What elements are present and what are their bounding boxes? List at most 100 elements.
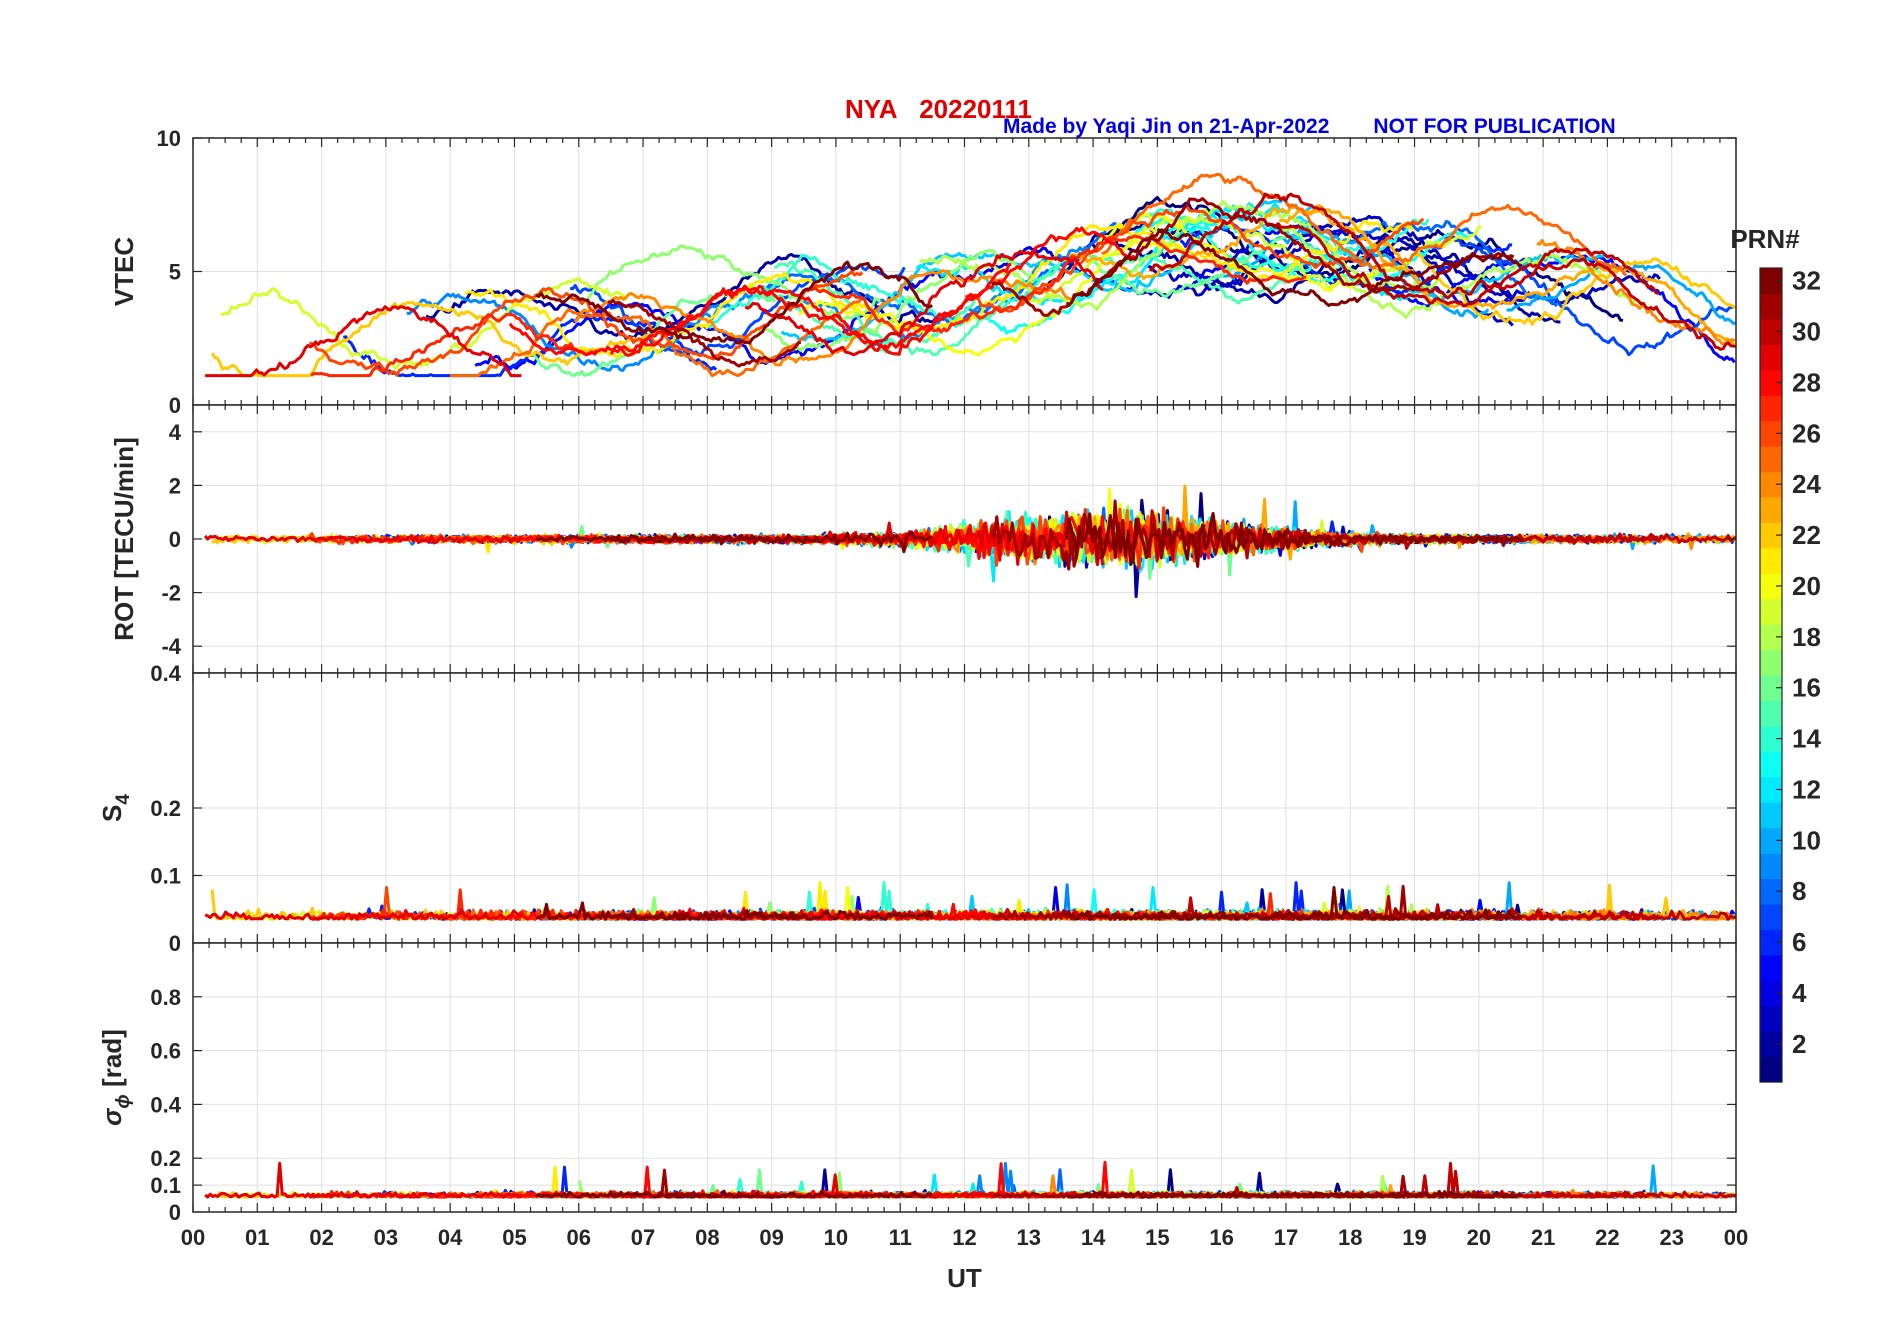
x-tick-label: 02 bbox=[309, 1225, 333, 1250]
colorbar-tick-label: 24 bbox=[1792, 469, 1821, 499]
y-tick-label: -2 bbox=[161, 581, 181, 606]
series-line-prn-31 bbox=[607, 298, 802, 368]
x-tick-label: 07 bbox=[631, 1225, 655, 1250]
colorbar-segment bbox=[1760, 980, 1782, 1007]
colorbar-tick-label: 6 bbox=[1792, 927, 1806, 957]
series-line-prn-32 bbox=[535, 1189, 933, 1199]
series-group bbox=[203, 484, 1736, 599]
colorbar-title: PRN# bbox=[1730, 224, 1800, 254]
y-tick-label: 10 bbox=[157, 126, 181, 151]
x-tick-label: 18 bbox=[1338, 1225, 1362, 1250]
colorbar-tick-label: 28 bbox=[1792, 367, 1821, 397]
y-axis-label: VTEC bbox=[109, 237, 139, 307]
series-line-prn-19 bbox=[220, 276, 629, 370]
y-tick-label: 0.4 bbox=[150, 1092, 181, 1117]
series-line-prn-32 bbox=[1065, 886, 1523, 921]
colorbar-segment bbox=[1760, 751, 1782, 778]
series-line-prn-32 bbox=[536, 530, 933, 554]
y-tick-label: 0.8 bbox=[150, 985, 181, 1010]
colorbar-tick-label: 18 bbox=[1792, 622, 1821, 652]
colorbar-tick-label: 8 bbox=[1792, 876, 1806, 906]
series-line-prn-32 bbox=[1065, 228, 1523, 307]
x-tick-label: 09 bbox=[759, 1225, 783, 1250]
y-tick-label: 4 bbox=[169, 420, 182, 445]
colorbar-segment bbox=[1760, 1031, 1782, 1058]
x-tick-label: 04 bbox=[438, 1225, 463, 1250]
x-tick-label: 06 bbox=[567, 1225, 591, 1250]
y-axis-label: S4 bbox=[97, 794, 134, 822]
series-line-prn-26 bbox=[964, 203, 1425, 313]
x-tick-label: 00 bbox=[1724, 1225, 1748, 1250]
panel-s4: 0 0.1 0.2 0.4 S4 bbox=[97, 661, 1737, 956]
header: NYA 20220111 bbox=[845, 94, 1032, 125]
colorbar-frame bbox=[1759, 267, 1783, 1083]
series-line-prn-22 bbox=[210, 300, 650, 378]
series-group bbox=[204, 881, 1736, 921]
series-group bbox=[205, 172, 1736, 378]
x-axis-label: UT bbox=[947, 1263, 982, 1293]
colorbar-segment bbox=[1760, 471, 1782, 498]
x-tick-label: 14 bbox=[1081, 1225, 1106, 1250]
x-tick-label: 22 bbox=[1595, 1225, 1619, 1250]
colorbar-segment bbox=[1760, 293, 1782, 320]
series-line-prn-29 bbox=[204, 1161, 522, 1199]
series-line-prn-24 bbox=[1536, 238, 1736, 346]
colorbar-segment bbox=[1760, 929, 1782, 956]
x-tick-label: 17 bbox=[1274, 1225, 1298, 1250]
x-tick-label: 12 bbox=[952, 1225, 976, 1250]
y-label-unit: [rad] bbox=[97, 1029, 127, 1094]
colorbar-tick-label: 12 bbox=[1792, 774, 1821, 804]
notice-text: NOT FOR PUBLICATION bbox=[1373, 115, 1616, 138]
series-line-prn-23 bbox=[1068, 204, 1415, 280]
x-tick-label: 00 bbox=[181, 1225, 205, 1250]
colorbar-segment bbox=[1760, 547, 1782, 574]
x-tick-label: 05 bbox=[502, 1225, 526, 1250]
colorbar-segment bbox=[1760, 802, 1782, 829]
series-line-prn-29 bbox=[204, 909, 522, 921]
series-line-prn-16 bbox=[1092, 235, 1287, 299]
colorbar-segment bbox=[1760, 395, 1782, 422]
colorbar-segment bbox=[1760, 573, 1782, 600]
colorbar-segment bbox=[1760, 446, 1782, 473]
colorbar-tick-label: 32 bbox=[1792, 266, 1821, 296]
y-axis-label: σϕ [rad] bbox=[97, 1029, 134, 1126]
series-line-prn-25 bbox=[1101, 172, 1628, 277]
y-label-main: S bbox=[97, 805, 127, 822]
x-tick-label: 03 bbox=[374, 1225, 398, 1250]
colorbar-tick-label: 14 bbox=[1792, 724, 1821, 754]
panel-sigma_phi: 00.10.2 0.4 0.6 0.8 σϕ [rad] bbox=[97, 942, 1737, 1225]
y-tick-label: 0 bbox=[169, 931, 181, 956]
credit-line: Made by Yaqi Jin on 21-Apr-2022 NOT FOR P… bbox=[1003, 115, 1616, 139]
series-line-prn-32 bbox=[1065, 1190, 1523, 1199]
colorbar-segment bbox=[1760, 827, 1782, 854]
colorbar-segment bbox=[1760, 675, 1782, 702]
x-tick-label: 13 bbox=[1017, 1225, 1041, 1250]
colorbar-tick-label: 20 bbox=[1792, 571, 1821, 601]
series-line-prn-29 bbox=[205, 305, 522, 378]
x-tick-label: 01 bbox=[245, 1225, 269, 1250]
x-tick-label: 16 bbox=[1209, 1225, 1233, 1250]
colorbar-segment bbox=[1760, 344, 1782, 371]
colorbar-segment bbox=[1760, 853, 1782, 880]
colorbar-segment bbox=[1760, 1056, 1782, 1083]
series-line-prn-32 bbox=[1065, 511, 1523, 568]
series-line-prn-29 bbox=[203, 534, 523, 545]
colorbar-tick-label: 4 bbox=[1792, 978, 1807, 1008]
y-tick-label: 0 bbox=[169, 527, 181, 552]
colorbar-segment bbox=[1760, 598, 1782, 625]
y-label-sub: ϕ bbox=[113, 1094, 134, 1108]
colorbar-segment bbox=[1760, 624, 1782, 651]
y-tick-label: 2 bbox=[169, 473, 181, 498]
credit-text: Made by Yaqi Jin on 21-Apr-2022 bbox=[1003, 115, 1330, 138]
y-tick-label: 0.6 bbox=[150, 1039, 181, 1064]
colorbar-segment bbox=[1760, 1005, 1782, 1032]
y-tick-label: 0.1 bbox=[150, 864, 181, 889]
series-line-prn-24 bbox=[573, 269, 1072, 367]
panel-rot: -4 -2 0 2 4 ROT [TECU/min] bbox=[109, 404, 1737, 674]
colorbar-segment bbox=[1760, 878, 1782, 905]
y-tick-label: 0.2 bbox=[150, 796, 181, 821]
colorbar-tick-label: 22 bbox=[1792, 520, 1821, 550]
colorbar-segment bbox=[1760, 268, 1782, 295]
y-tick-label: 0.2 bbox=[150, 1146, 181, 1171]
